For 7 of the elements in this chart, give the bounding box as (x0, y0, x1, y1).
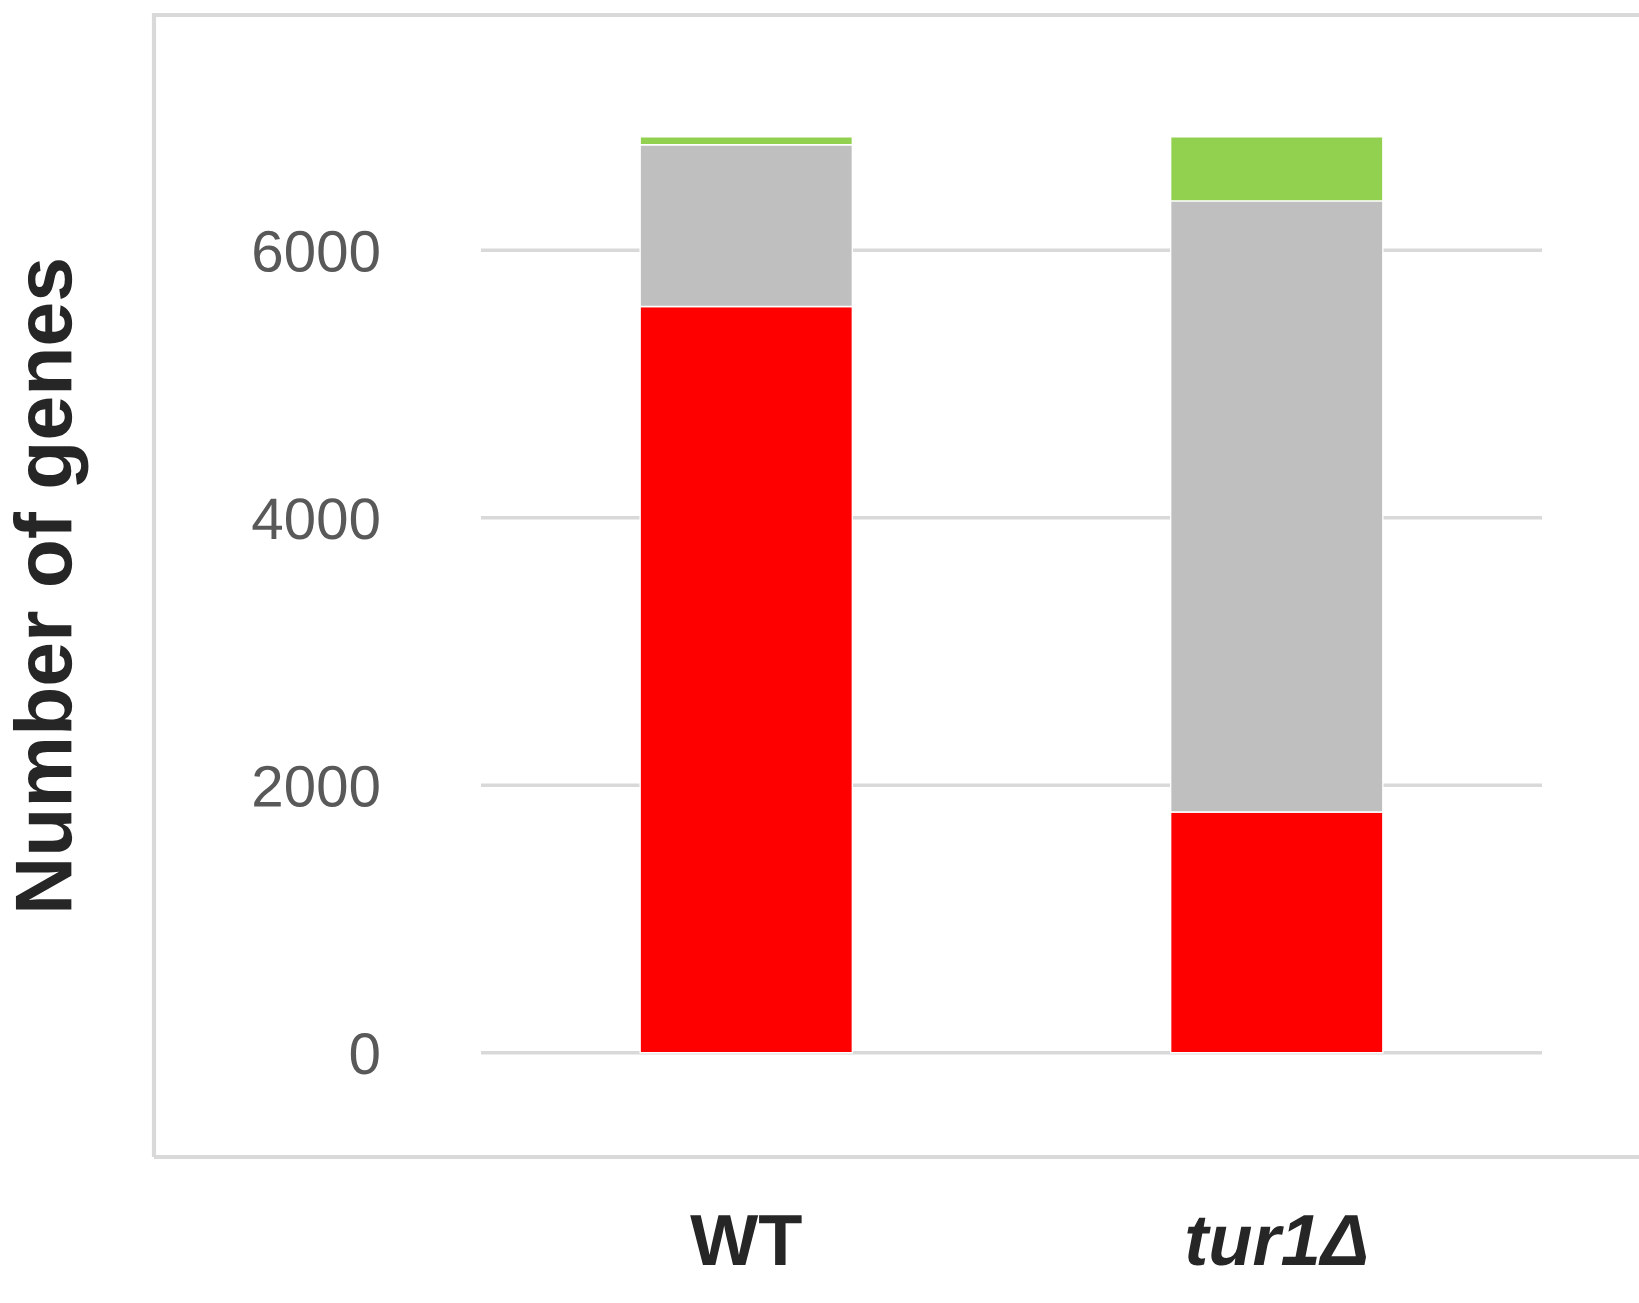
x-tick-label: tur1Δ (1187, 1215, 1367, 1266)
y-tick-label: 2000 (254, 765, 379, 807)
y-tick-label: 4000 (252, 498, 379, 540)
y-tick-label: 6000 (254, 230, 379, 273)
y-tick-label: 0 (350, 1033, 379, 1075)
y-axis-title: Number of genes (12, 260, 89, 910)
x-tick-label: WT (690, 1215, 802, 1265)
